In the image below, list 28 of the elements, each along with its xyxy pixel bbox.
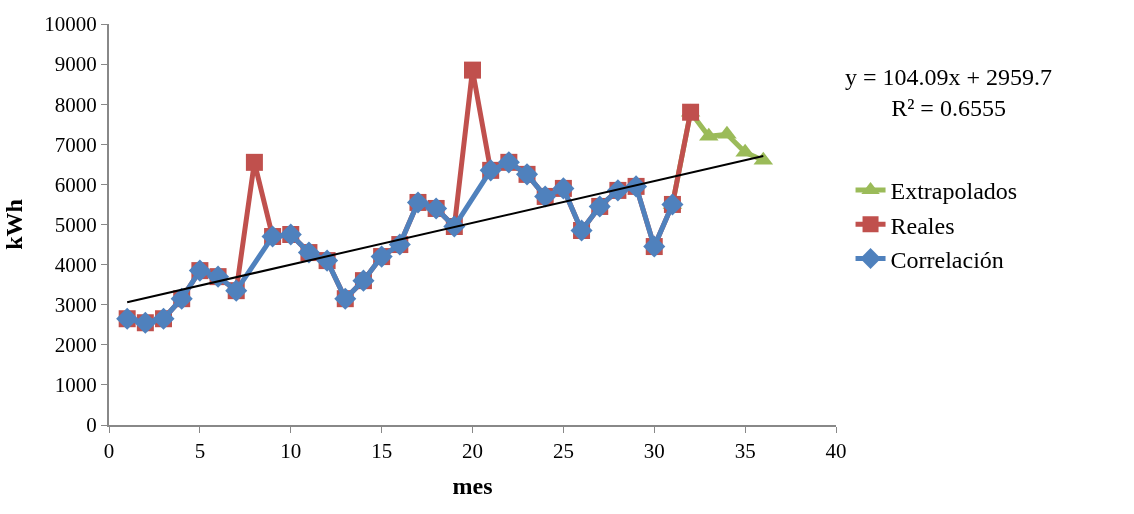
x-tick-label: 10 [280, 439, 302, 464]
x-tick-label: 30 [643, 439, 665, 464]
y-tick-label: 10000 [44, 12, 97, 37]
legend-label: Reales [890, 212, 955, 239]
x-tick-label: 5 [194, 439, 206, 464]
point [464, 61, 481, 79]
x-tick-label: 35 [734, 439, 756, 464]
y-axis-title: kWh [0, 199, 27, 250]
y-tick-label: 9000 [54, 52, 97, 77]
x-axis-title: mes [452, 473, 493, 499]
y-tick-label: 7000 [54, 132, 97, 157]
y-tick-label: 3000 [54, 293, 97, 318]
text: y = 104.09x + 2959.7 R² = 0.6555 [845, 64, 1053, 122]
y-tick-label: 8000 [54, 92, 97, 117]
y-tick-label: 6000 [54, 172, 97, 197]
x-tick-label: 40 [825, 439, 847, 464]
x-tick-label: 15 [371, 439, 393, 464]
x-tick-label: 20 [462, 439, 483, 464]
y-tick-label: 1000 [54, 373, 97, 398]
point [245, 153, 263, 171]
y-tick-label: 0 [86, 413, 97, 438]
y-tick-label: 2000 [54, 333, 97, 358]
legend-label: Extrapolados [890, 178, 1018, 205]
x-tick-label: 25 [552, 439, 574, 464]
y-tick-label: 5000 [54, 212, 97, 237]
x-tick-label: 0 [103, 439, 115, 464]
y-tick-label: 4000 [54, 252, 97, 277]
legend-label: Correlación [890, 246, 1004, 273]
